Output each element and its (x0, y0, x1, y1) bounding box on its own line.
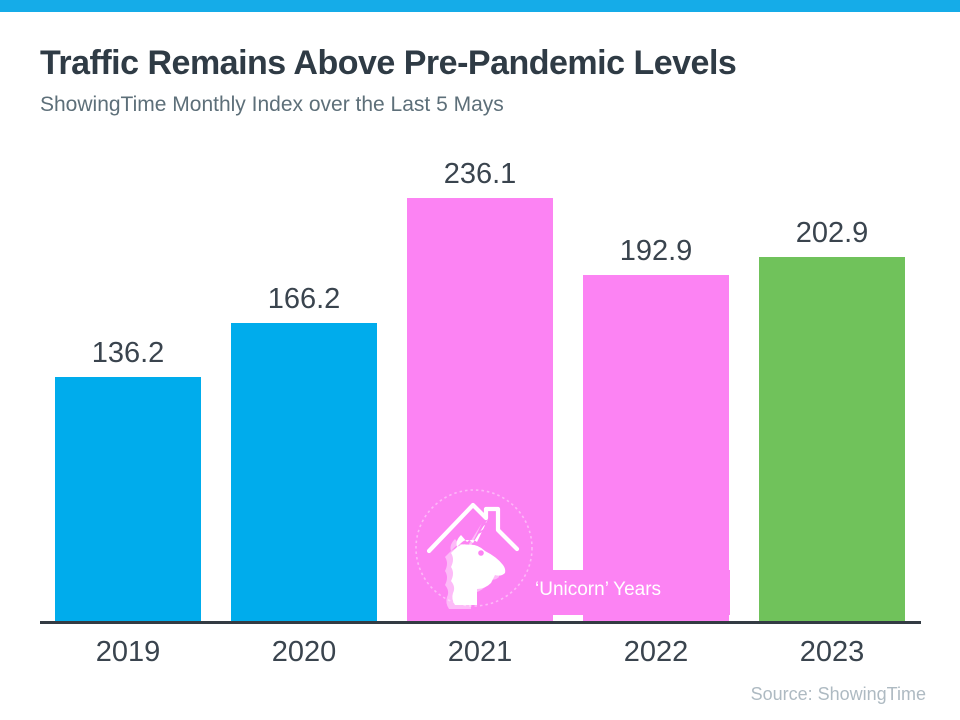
bar-2022 (583, 275, 729, 621)
x-axis-line (40, 621, 921, 624)
bar-value-2022: 192.9 (619, 235, 693, 267)
unicorn-house-logo-icon (415, 489, 533, 609)
bar-2023 (759, 257, 905, 621)
annotation-label: ‘Unicorn’ Years (535, 579, 662, 600)
chart-subtitle: ShowingTime Monthly Index over the Last … (40, 93, 504, 116)
bar-value-2023: 202.9 (795, 217, 869, 249)
x-tick-2019: 2019 (95, 636, 161, 668)
x-tick-2020: 2020 (271, 636, 337, 668)
x-tick-2023: 2023 (799, 636, 865, 668)
bar-2020 (231, 323, 377, 621)
bar-2019 (55, 377, 201, 621)
chart-title: Traffic Remains Above Pre-Pandemic Level… (40, 44, 737, 82)
x-tick-2022: 2022 (623, 636, 689, 668)
top-accent-bar (0, 0, 960, 12)
bar-value-2019: 136.2 (91, 337, 165, 369)
x-tick-2021: 2021 (447, 636, 513, 668)
bar-value-2020: 166.2 (267, 283, 341, 315)
bar-value-2021: 236.1 (443, 158, 517, 190)
source-credit: Source: ShowingTime (750, 684, 926, 704)
